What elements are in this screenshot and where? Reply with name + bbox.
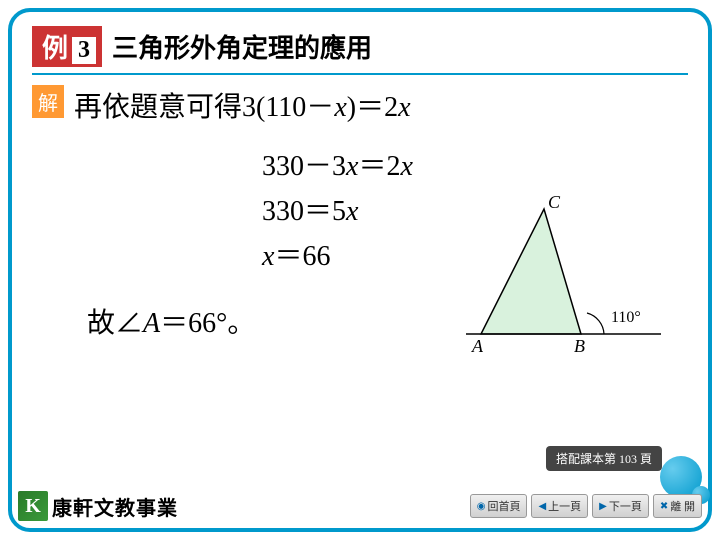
nav-label: 上一頁 (548, 498, 581, 514)
title-row: 例 3 三角形外角定理的應用 (32, 26, 688, 75)
logo-icon: K (18, 491, 48, 521)
text: 故∠ (87, 308, 143, 339)
text: 3(110－ (242, 92, 334, 123)
variable-x: x (398, 92, 410, 123)
footer-bar: K 康軒文教事業 ◉ 回首頁 ◀ 上一頁 ▶ 下一頁 ✖ 離 開 (12, 484, 708, 528)
example-label: 例 (42, 28, 68, 65)
page-reference: 搭配課本第 103 頁 (546, 446, 662, 471)
home-button[interactable]: ◉ 回首頁 (470, 494, 528, 518)
nav-button-group: ◉ 回首頁 ◀ 上一頁 ▶ 下一頁 ✖ 離 開 (470, 494, 702, 518)
nav-label: 離 開 (670, 498, 695, 514)
home-icon: ◉ (477, 501, 486, 512)
text: 330－3 (262, 151, 346, 182)
solve-badge: 解 (32, 85, 64, 118)
equation-line-2: 330－3x＝2x (262, 145, 688, 190)
arrow-left-icon: ◀ (538, 501, 546, 512)
text: 再依題意可得 (74, 92, 242, 123)
equation-line-1: 再依題意可得3(110－x)＝2x (74, 85, 411, 125)
brand-logo: K 康軒文教事業 (18, 491, 178, 521)
variable-x: x (346, 196, 358, 227)
angle-arc (587, 313, 604, 334)
brand-name: 康軒文教事業 (52, 492, 178, 521)
arrow-right-icon: ▶ (599, 501, 607, 512)
variable-x: x (334, 92, 346, 123)
text: ＝66 (274, 241, 330, 272)
triangle-shape (481, 209, 581, 334)
angle-A: A (143, 308, 160, 339)
page-title: 三角形外角定理的應用 (112, 28, 372, 65)
text: ＝66°。 (160, 308, 255, 339)
example-badge: 例 3 (32, 26, 102, 67)
close-icon: ✖ (660, 501, 668, 512)
solution-row: 解 再依題意可得3(110－x)＝2x (32, 85, 688, 125)
label-C: C (548, 194, 561, 212)
content-area: 例 3 三角形外角定理的應用 解 再依題意可得3(110－x)＝2x 330－3… (14, 14, 706, 480)
text: )＝2 (347, 92, 398, 123)
variable-x: x (262, 241, 274, 272)
text: 330＝5 (262, 196, 346, 227)
triangle-figure: A B C 110° (466, 194, 666, 359)
nav-label: 回首頁 (487, 498, 520, 514)
label-B: B (574, 336, 585, 356)
variable-x: x (346, 151, 358, 182)
page-reference-area: 搭配課本第 103 頁 (546, 446, 706, 486)
label-A: A (471, 336, 484, 356)
nav-label: 下一頁 (609, 498, 642, 514)
variable-x: x (400, 151, 412, 182)
exterior-angle-label: 110° (611, 309, 641, 326)
example-number: 3 (72, 37, 96, 64)
text: ＝2 (358, 151, 400, 182)
exit-button[interactable]: ✖ 離 開 (653, 494, 702, 518)
prev-button[interactable]: ◀ 上一頁 (531, 494, 588, 518)
next-button[interactable]: ▶ 下一頁 (592, 494, 649, 518)
